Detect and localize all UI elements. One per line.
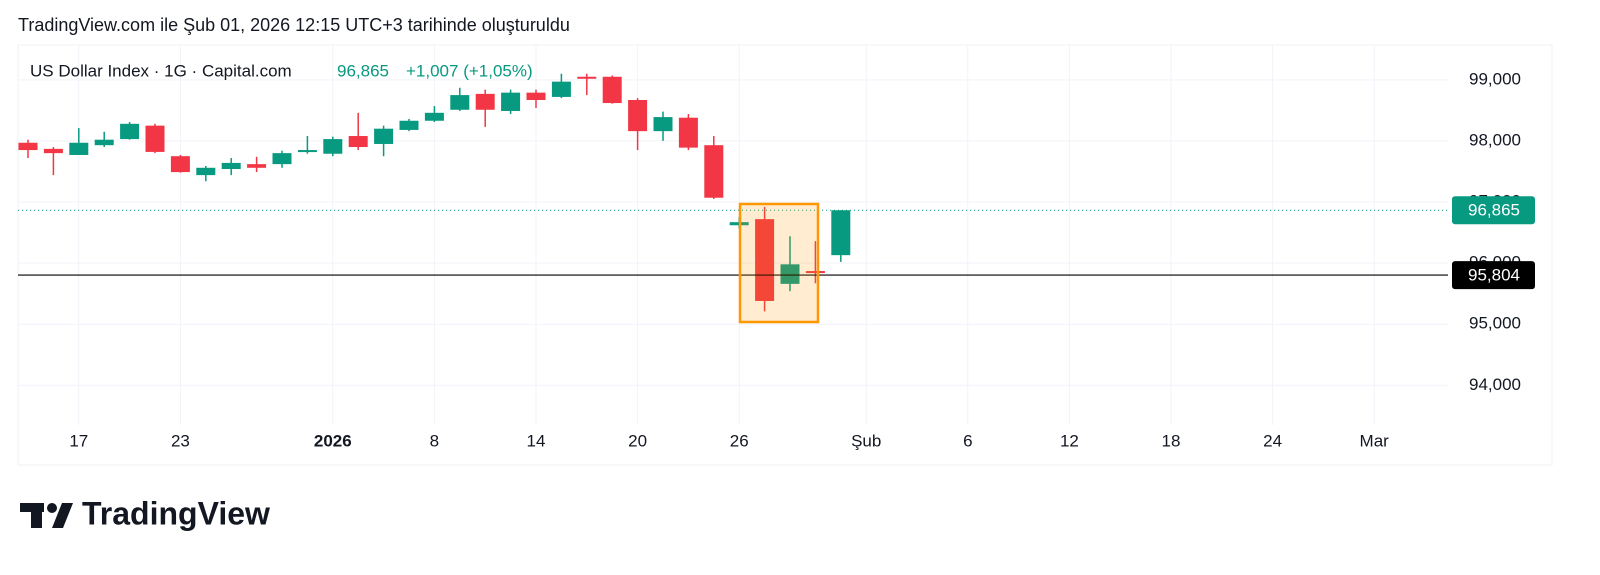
x-tick-label: 23: [171, 431, 190, 450]
candle-body: [18, 142, 38, 151]
candle-body: [628, 99, 648, 132]
logo-part: [31, 503, 42, 528]
candle-body: [704, 145, 724, 198]
axes: 94,00095,00096,00097,00098,00099,0001723…: [69, 69, 1535, 450]
candle-body: [653, 117, 673, 132]
candle-body: [526, 92, 546, 100]
price-label: 96,865: [1468, 201, 1520, 220]
candle-body: [450, 95, 470, 110]
candle-body: [323, 139, 343, 154]
candle-body: [297, 150, 317, 153]
legend-title: US Dollar Index · 1G · Capital.com: [30, 61, 292, 80]
candle-body: [272, 153, 292, 165]
candle-body: [170, 156, 190, 173]
x-tick-label: 26: [730, 431, 749, 450]
candle-body: [399, 120, 419, 130]
highlight-box: [738, 202, 820, 324]
y-tick-label: 95,000: [1469, 314, 1521, 333]
price-label: 95,804: [1468, 266, 1520, 285]
chart-frame: [17, 44, 1553, 466]
candle-body: [551, 81, 571, 97]
legend-change: +1,007 (+1,05%): [406, 61, 533, 80]
candle-body: [348, 136, 368, 148]
candle-body: [678, 117, 698, 148]
candle-body: [221, 162, 241, 170]
x-tick-label: 6: [963, 431, 972, 450]
candle-body: [43, 148, 63, 154]
logo-part: [47, 503, 57, 513]
logo-icon: [20, 503, 73, 528]
candle-body: [145, 125, 165, 152]
x-tick-label: 2026: [314, 431, 352, 450]
candle-body: [475, 93, 495, 110]
plot: [18, 73, 1448, 312]
logo-text: TradingView: [82, 495, 270, 531]
x-tick-label: 8: [430, 431, 439, 450]
caption: TradingView.com ile Şub 01, 2026 12:15 U…: [18, 15, 570, 35]
candle-body: [755, 219, 775, 301]
x-tick-label: 24: [1263, 431, 1282, 450]
x-tick-label: 17: [69, 431, 88, 450]
x-tick-label: 20: [628, 431, 647, 450]
price-label-box: [1452, 196, 1535, 225]
candle-body: [424, 112, 444, 121]
x-tick-label: 14: [527, 431, 546, 450]
x-tick-label: 12: [1060, 431, 1079, 450]
candle-body: [577, 76, 597, 79]
x-tick-label: Mar: [1360, 431, 1390, 450]
candle-body: [374, 128, 394, 144]
candle-body: [94, 139, 114, 146]
candle-body: [69, 142, 89, 155]
y-tick-label: 98,000: [1469, 130, 1521, 149]
price-label-box: [1452, 261, 1535, 290]
x-tick-label: 18: [1162, 431, 1181, 450]
candle-body: [602, 76, 622, 104]
candle-body: [247, 164, 267, 168]
candle-body: [120, 123, 140, 140]
legend-price: 96,865: [337, 61, 389, 80]
candle-body: [831, 210, 851, 256]
candle-body: [501, 92, 521, 111]
y-tick-label: 99,000: [1469, 69, 1521, 88]
logo-part: [52, 503, 73, 528]
candle-body: [805, 271, 825, 274]
y-tick-label: 94,000: [1469, 375, 1521, 394]
grid: [18, 45, 1448, 425]
x-tick-label: Şub: [851, 431, 881, 450]
candle-body: [196, 167, 216, 176]
candle-body: [780, 264, 800, 284]
